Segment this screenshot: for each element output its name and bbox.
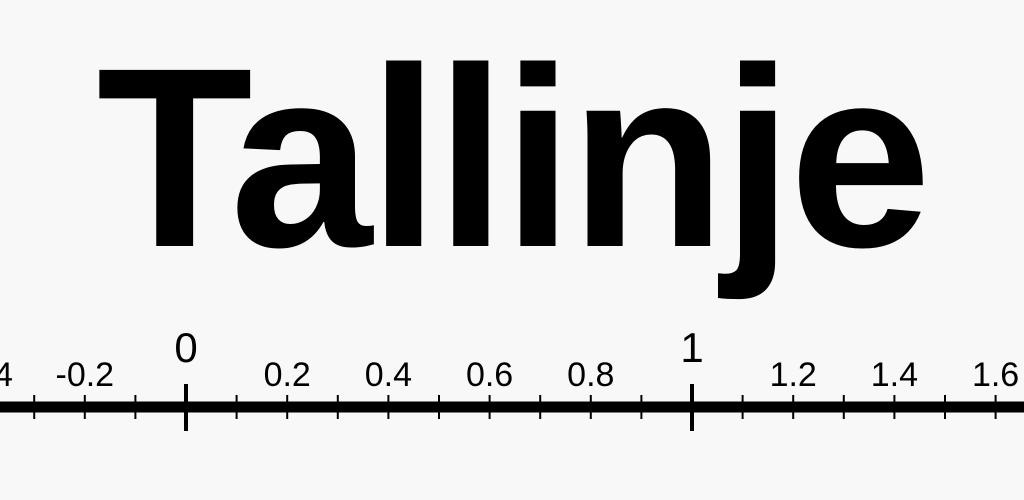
minor-tick-label: -0.2 — [56, 356, 115, 394]
major-tick-label: 1 — [680, 324, 703, 371]
number-line-ticks — [33, 384, 997, 431]
minor-tick-label: 1.2 — [770, 356, 817, 394]
minor-tick-label: 1.6 — [972, 356, 1019, 394]
minor-tick-label: 1.4 — [871, 356, 918, 394]
number-line-labels: -0.4 -0.2 0.2 0.4 0.6 0.8 1.2 1.4 1.6 0 1 — [0, 324, 1019, 394]
minor-tick-label: 0.6 — [466, 356, 513, 394]
minor-tick-label: 0.2 — [264, 356, 311, 394]
minor-tick-label: -0.4 — [0, 356, 13, 394]
major-tick-label: 0 — [174, 324, 197, 371]
minor-tick-label: 0.4 — [365, 356, 412, 394]
page-title: Tallinje — [96, 15, 932, 301]
minor-tick-label: 0.8 — [567, 356, 614, 394]
